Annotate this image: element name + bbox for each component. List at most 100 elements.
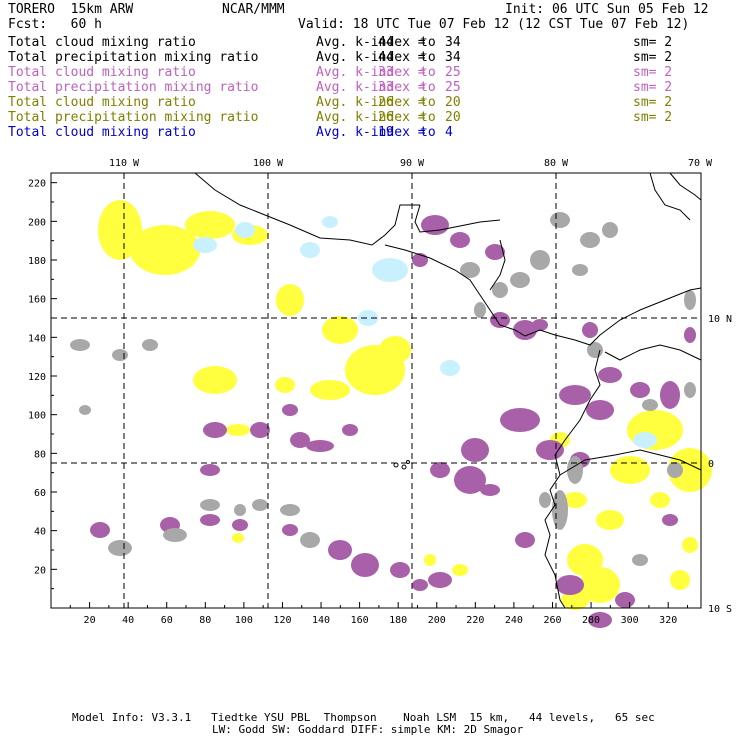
purple-field-area — [232, 519, 248, 531]
gray-field-area — [530, 250, 550, 270]
legend-kindex: Avg. k-index = — [316, 80, 426, 95]
purple-field-area — [450, 232, 470, 248]
purple-field-area — [390, 562, 410, 578]
legend-kindex-low: 34 — [445, 35, 461, 50]
yellow-field-area — [275, 377, 295, 393]
x-tick-label: 160 — [351, 615, 369, 626]
legend-kindex-to: to — [420, 65, 436, 80]
lightblue-field-area — [440, 360, 460, 376]
longitude-label: 70 W — [688, 158, 713, 169]
yellow-field-area — [276, 284, 304, 316]
y-tick-label: 120 — [28, 372, 46, 383]
lightblue-field-area — [300, 242, 320, 258]
x-tick-label: 80 — [199, 615, 211, 626]
legend-kindex-to: to — [420, 80, 436, 95]
legend-kindex: Avg. k-index = — [316, 110, 426, 125]
x-tick-label: 20 — [84, 615, 96, 626]
x-tick-label: 240 — [505, 615, 523, 626]
lightblue-field-areas — [193, 216, 657, 448]
x-tick-label: 100 — [235, 615, 253, 626]
purple-field-area — [588, 612, 612, 628]
legend-kindex: Avg. k-index = — [316, 125, 426, 140]
purple-field-area — [351, 553, 379, 577]
coastline — [604, 344, 702, 361]
y-tick-label: 220 — [28, 179, 46, 190]
yellow-field-area — [424, 554, 436, 566]
legend-kindex-low: 25 — [445, 80, 461, 95]
init-time: Init: 06 UTC Sun 05 Feb 12 — [505, 2, 709, 17]
gray-field-area — [580, 232, 600, 248]
model-info-line: Model Info: V3.3.1 Tiedtke YSU PBL Thomp… — [72, 711, 655, 724]
gray-field-area — [602, 222, 618, 238]
yellow-field-area — [226, 424, 250, 436]
lightblue-field-area — [193, 237, 217, 253]
legend-kindex-high: 19 — [378, 125, 394, 140]
purple-field-area — [630, 382, 650, 398]
physics-info-line: LW: Godd SW: Goddard DIFF: simple KM: 2D… — [212, 723, 524, 736]
purple-field-area — [662, 514, 678, 526]
lightblue-field-area — [633, 432, 657, 448]
lightblue-field-area — [322, 216, 338, 228]
gray-field-area — [567, 456, 583, 484]
gray-field-area — [300, 532, 320, 548]
y-tick-label: 180 — [28, 256, 46, 267]
yellow-field-area — [193, 366, 237, 394]
y-tick-label: 40 — [34, 527, 46, 538]
y-tick-label: 200 — [28, 217, 46, 228]
y-tick-label: 140 — [28, 333, 46, 344]
gray-field-area — [510, 272, 530, 288]
organization-label: NCAR/MMM — [222, 2, 285, 17]
gray-field-area — [200, 499, 220, 511]
y-tick-label: 60 — [34, 488, 46, 499]
coastline — [559, 449, 702, 476]
purple-field-area — [290, 432, 310, 448]
yellow-field-area — [580, 567, 620, 603]
purple-field-area — [200, 514, 220, 526]
legend-smoothing: sm= 2 — [633, 50, 673, 65]
legend-field: Total precipitation mixing ratio — [8, 50, 259, 65]
x-tick-label: 300 — [621, 615, 639, 626]
gray-field-area — [234, 504, 246, 516]
legend-kindex-low: 20 — [445, 95, 461, 110]
legend-smoothing: sm= 2 — [633, 35, 673, 50]
longitude-label: 90 W — [400, 158, 425, 169]
gray-field-area — [632, 554, 648, 566]
legend-kindex-to: to — [420, 50, 436, 65]
yellow-field-area — [650, 492, 670, 508]
gray-field-area — [572, 264, 588, 276]
y-tick-label: 20 — [34, 565, 46, 576]
gray-field-areas — [70, 212, 696, 566]
latitude-label: 10 N — [708, 314, 732, 325]
purple-field-area — [342, 424, 358, 436]
gray-field-area — [684, 290, 696, 310]
coastline — [669, 172, 702, 201]
legend-kindex: Avg. k-index = — [316, 35, 426, 50]
purple-field-area — [556, 575, 584, 595]
gray-field-area — [550, 212, 570, 228]
valid-time: Valid: 18 UTC Tue 07 Feb 12 (12 CST Tue … — [298, 17, 690, 32]
x-tick-label: 220 — [466, 615, 484, 626]
tick-layer: 110 W 100 W 90 W 80 W 70 W 10 N 0 10 S 20 40 60 80 1… — [28, 158, 732, 626]
legend-kindex-high: 44 — [378, 35, 394, 50]
purple-field-area — [684, 327, 696, 343]
gray-field-area — [642, 399, 658, 411]
forecast-hour: Fcst: 60 h — [8, 17, 102, 32]
latitude-label: 0 — [708, 459, 714, 470]
longitude-label: 110 W — [109, 158, 140, 169]
purple-field-area — [461, 438, 489, 462]
purple-field-area — [412, 579, 428, 591]
coastline — [384, 244, 702, 346]
purple-field-area — [90, 522, 110, 538]
gray-field-area — [142, 339, 158, 351]
gray-field-area — [70, 339, 90, 351]
purple-field-area — [490, 312, 510, 328]
yellow-field-area — [322, 316, 358, 344]
x-tick-label: 40 — [122, 615, 134, 626]
yellow-field-area — [596, 510, 624, 530]
gray-field-area — [684, 382, 696, 398]
gray-field-area — [539, 492, 551, 508]
legend-kindex-low: 20 — [445, 110, 461, 125]
legend-kindex-low: 25 — [445, 65, 461, 80]
coastline — [414, 204, 501, 233]
